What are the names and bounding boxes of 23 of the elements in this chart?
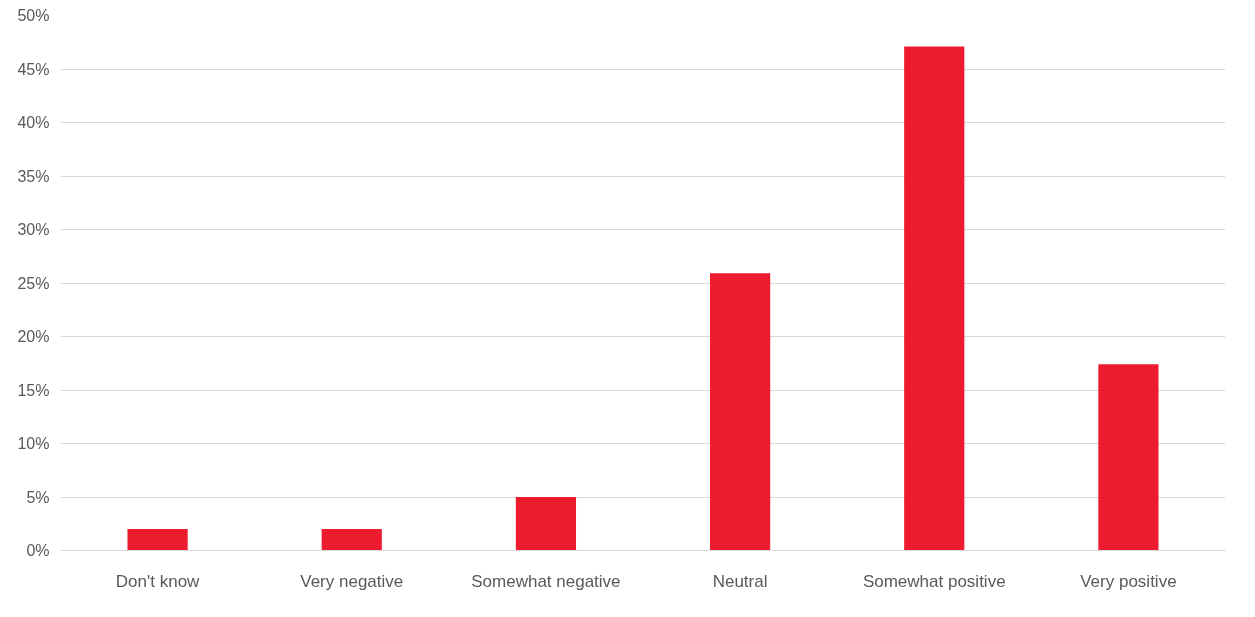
- bar: [1098, 364, 1159, 551]
- bar: [515, 497, 577, 551]
- x-tick-label: Very negative: [300, 571, 404, 591]
- x-tick-label: Somewhat positive: [862, 571, 1006, 591]
- y-tick-label: 20%: [17, 328, 50, 345]
- y-tick-label: 5%: [26, 488, 50, 506]
- y-tick-label: 30%: [17, 221, 50, 238]
- x-tick-label: Don't know: [115, 571, 201, 591]
- x-tick-label: Neutral: [712, 571, 768, 591]
- bar: [321, 529, 382, 551]
- bar: [709, 273, 771, 551]
- y-tick-label: 45%: [17, 60, 50, 78]
- bar: [904, 46, 965, 551]
- y-tick-label: 50%: [17, 7, 50, 24]
- x-tick-label: Somewhat negative: [471, 571, 621, 591]
- y-tick-label: 10%: [17, 435, 50, 452]
- y-tick-label: 0%: [26, 542, 50, 559]
- y-tick-label: 35%: [17, 167, 50, 185]
- y-tick-label: 15%: [17, 381, 50, 399]
- bar: [127, 529, 188, 551]
- y-tick-label: 25%: [17, 274, 50, 292]
- y-tick-label: 40%: [17, 114, 50, 131]
- x-tick-label: Very positive: [1080, 571, 1177, 591]
